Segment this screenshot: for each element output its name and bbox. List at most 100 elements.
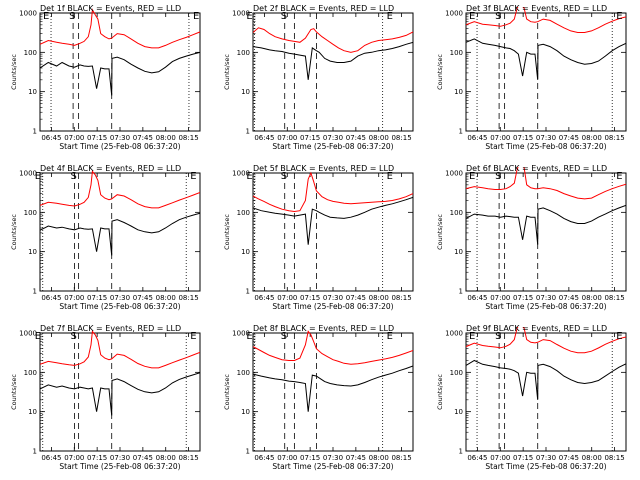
x-tick-label: 06:45 [254,454,274,462]
series-line [40,330,200,369]
series-line [253,196,413,245]
chart-panel: 1 10 100 1000 06:45 07:00 07:15 07:30 07:45 08:00… [10,4,201,151]
series-line [466,38,626,80]
x-tick-label: 07:45 [346,454,366,462]
x-tick-label: 07:30 [536,294,556,302]
x-tick-label: 08:15 [178,294,198,302]
y-axis-label: Counts/sec [436,54,444,90]
y-tick-label: 100 [24,369,37,377]
y-tick-label: 100 [237,49,250,57]
y-axis-label: Counts/sec [10,54,18,90]
plot-frame [465,172,627,292]
x-axis-label: Start Time (25-Feb-08 06:37:20) [59,302,180,311]
x-tick-label: 08:15 [604,454,624,462]
marker-label-e: E [616,11,622,22]
x-tick-label: 07:00 [490,454,510,462]
x-tick-label: 07:15 [513,454,533,462]
x-tick-label: 06:45 [467,134,487,142]
y-tick-label: 1 [33,288,37,296]
marker-label-e: E [190,331,196,342]
marker-label-e: E [43,11,49,22]
y-tick-label: 1000 [232,10,250,18]
x-tick-label: 07:15 [513,294,533,302]
marker-label-s: S [69,11,75,22]
x-tick-label: 06:45 [41,134,61,142]
x-tick-label: 07:45 [559,294,579,302]
plot-frame [39,12,201,132]
y-tick-label: 1 [33,448,37,456]
series-line [466,204,626,245]
marker-label-s: S [495,171,501,182]
y-axis-label: Counts/sec [223,54,231,90]
plot-frame [465,332,627,452]
x-axis-label: Start Time (25-Feb-08 06:37:20) [272,142,393,151]
marker-label-s: S [281,331,287,342]
series-line [40,372,200,416]
x-tick-label: 07:30 [110,294,130,302]
y-tick-label: 1000 [445,170,463,178]
x-axis-label: Start Time (25-Feb-08 06:37:20) [59,462,180,471]
x-tick-label: 07:00 [277,294,297,302]
marker-label-e: E [246,11,252,22]
x-axis-label: Start Time (25-Feb-08 06:37:20) [59,142,180,151]
series-line [253,365,413,412]
x-tick-label: 08:00 [156,454,176,462]
plot-frame [39,332,201,452]
x-tick-label: 08:00 [369,134,389,142]
x-tick-label: 08:00 [156,134,176,142]
y-axis-label: Counts/sec [223,214,231,250]
y-tick-label: 10 [241,408,250,416]
x-tick-label: 08:00 [369,454,389,462]
x-tick-label: 07:15 [87,134,107,142]
x-tick-label: 07:15 [300,294,320,302]
y-tick-label: 10 [28,408,37,416]
x-tick-label: 07:45 [133,454,153,462]
marker-label-e: E [246,331,252,342]
x-tick-label: 07:15 [87,454,107,462]
y-tick-label: 10 [241,248,250,256]
x-tick-label: 06:45 [467,294,487,302]
panel-title: Det 3f BLACK = Events, RED = LLD [466,4,607,13]
series-line [466,327,626,354]
panel-title: Det 4f BLACK = Events, RED = LLD [40,164,181,173]
x-tick-label: 07:45 [346,134,366,142]
y-tick-label: 100 [450,49,463,57]
x-tick-label: 08:15 [391,294,411,302]
y-tick-label: 10 [241,88,250,96]
y-axis-label: Counts/sec [436,374,444,410]
marker-label-s: S [495,331,501,342]
marker-label-e: E [469,171,475,182]
y-tick-label: 100 [24,209,37,217]
y-tick-label: 100 [450,369,463,377]
y-tick-label: 100 [450,209,463,217]
panel-title: Det 9f BLACK = Events, RED = LLD [466,324,607,333]
x-tick-label: 07:15 [300,454,320,462]
marker-label-s: S [70,171,76,182]
y-tick-label: 1000 [19,330,37,338]
chart-panel: 1 10 100 1000 06:45 07:00 07:15 07:30 07:45 08:00… [436,164,627,311]
y-tick-label: 1000 [445,330,463,338]
y-tick-label: 1 [246,448,250,456]
marker-label-e: E [469,331,475,342]
y-tick-label: 1 [33,128,37,136]
series-line [253,41,413,80]
y-tick-label: 100 [237,369,250,377]
y-tick-label: 1000 [19,10,37,18]
x-tick-label: 06:45 [41,294,61,302]
x-tick-label: 07:00 [277,454,297,462]
y-tick-label: 1000 [232,170,250,178]
marker-label-e: E [190,171,196,182]
x-tick-label: 07:30 [536,454,556,462]
marker-label-e: E [35,331,41,342]
chart-panel: 1 10 100 1000 06:45 07:00 07:15 07:30 07:45 08:00… [223,324,414,471]
panel-title: Det 2f BLACK = Events, RED = LLD [253,4,394,13]
x-tick-label: 07:45 [133,294,153,302]
x-tick-label: 08:00 [156,294,176,302]
series-line [253,27,413,53]
y-tick-label: 1000 [232,330,250,338]
y-tick-label: 10 [28,248,37,256]
plot-frame [252,332,414,452]
marker-label-e: E [616,171,622,182]
y-tick-label: 100 [24,49,37,57]
